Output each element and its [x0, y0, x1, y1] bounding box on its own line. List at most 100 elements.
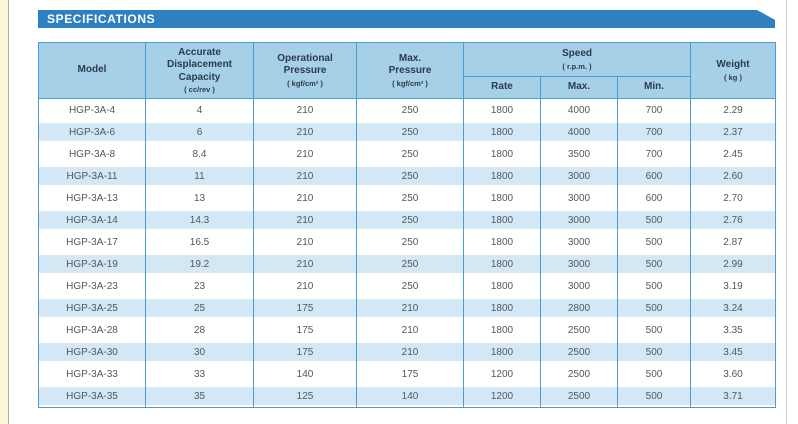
cell-speed-rate: 1800	[463, 165, 541, 187]
cell-capacity: 16.5	[145, 231, 254, 253]
cell-capacity: 30	[145, 341, 254, 363]
cell-max-pressure: 140	[356, 385, 464, 408]
cell-op-pressure: 210	[253, 209, 357, 231]
cell-speed-max: 3000	[540, 275, 618, 297]
cell-speed-min: 600	[617, 187, 691, 209]
cell-max-pressure: 250	[356, 209, 464, 231]
table-row: HGP-3A-4 4 210 250 1800 4000 700 2.29	[38, 98, 776, 121]
cell-speed-max: 3500	[540, 143, 618, 165]
cell-speed-max: 4000	[540, 121, 618, 143]
cell-op-pressure: 210	[253, 231, 357, 253]
cell-max-pressure: 210	[356, 297, 464, 319]
header-max-pressure: Max. Pressure ( kgf/cm² )	[356, 42, 464, 99]
page-edge-strip	[0, 0, 9, 424]
cell-model: HGP-3A-11	[38, 165, 146, 187]
cell-capacity: 25	[145, 297, 254, 319]
header-max-pressure-label: Max. Pressure	[388, 52, 432, 77]
section-title: SPECIFICATIONS	[47, 12, 156, 26]
table-row: HGP-3A-23 23 210 250 1800 3000 500 3.19	[38, 275, 776, 297]
cell-capacity: 4	[145, 98, 254, 121]
table-row: HGP-3A-33 33 140 175 1200 2500 500 3.60	[38, 363, 776, 385]
cell-speed-max: 4000	[540, 98, 618, 121]
header-speed-label: Speed	[561, 48, 592, 60]
cell-weight: 2.70	[690, 187, 776, 209]
cell-max-pressure: 250	[356, 187, 464, 209]
cell-max-pressure: 250	[356, 165, 464, 187]
cell-speed-max: 3000	[540, 187, 618, 209]
cell-speed-max: 3000	[540, 209, 618, 231]
table-row: HGP-3A-19 19.2 210 250 1800 3000 500 2.99	[38, 253, 776, 275]
cell-speed-rate: 1800	[463, 143, 541, 165]
cell-speed-min: 500	[617, 253, 691, 275]
cell-op-pressure: 125	[253, 385, 357, 408]
cell-speed-min: 500	[617, 209, 691, 231]
cell-capacity: 8.4	[145, 143, 254, 165]
cell-speed-min: 500	[617, 297, 691, 319]
table-row: HGP-3A-14 14.3 210 250 1800 3000 500 2.76	[38, 209, 776, 231]
cell-speed-rate: 1200	[463, 385, 541, 408]
cell-weight: 2.45	[690, 143, 776, 165]
header-operational-pressure-label: Operational Pressure	[277, 52, 333, 77]
header-weight-unit: ( kg )	[724, 72, 742, 82]
table-row: HGP-3A-25 25 175 210 1800 2800 500 3.24	[38, 297, 776, 319]
header-model-label: Model	[77, 64, 107, 76]
cell-speed-min: 500	[617, 275, 691, 297]
cell-model: HGP-3A-17	[38, 231, 146, 253]
cell-speed-max: 2500	[540, 363, 618, 385]
cell-speed-max: 2500	[540, 319, 618, 341]
cell-speed-max: 2500	[540, 385, 618, 408]
table-row: HGP-3A-35 35 125 140 1200 2500 500 3.71	[38, 385, 776, 408]
table-row: HGP-3A-30 30 175 210 1800 2500 500 3.45	[38, 341, 776, 363]
cell-capacity: 11	[145, 165, 254, 187]
cell-speed-rate: 1800	[463, 121, 541, 143]
cell-speed-rate: 1800	[463, 253, 541, 275]
cell-speed-rate: 1200	[463, 363, 541, 385]
cell-speed-rate: 1800	[463, 341, 541, 363]
cell-max-pressure: 250	[356, 98, 464, 121]
specifications-table: Model Accurate Displacement Capacity ( c…	[38, 42, 776, 408]
header-speed-max: Max.	[540, 76, 618, 99]
cell-speed-rate: 1800	[463, 98, 541, 121]
cell-model: HGP-3A-8	[38, 143, 146, 165]
cell-weight: 3.71	[690, 385, 776, 408]
cell-weight: 2.60	[690, 165, 776, 187]
header-weight-label: Weight	[716, 59, 750, 71]
header-model: Model	[38, 42, 146, 99]
cell-weight: 3.35	[690, 319, 776, 341]
cell-weight: 2.29	[690, 98, 776, 121]
header-speed-min: Min.	[617, 76, 691, 99]
cell-max-pressure: 250	[356, 143, 464, 165]
cell-speed-min: 500	[617, 231, 691, 253]
cell-capacity: 23	[145, 275, 254, 297]
cell-speed-max: 2500	[540, 341, 618, 363]
cell-op-pressure: 175	[253, 341, 357, 363]
cell-op-pressure: 210	[253, 275, 357, 297]
cell-model: HGP-3A-30	[38, 341, 146, 363]
table-row: HGP-3A-28 28 175 210 1800 2500 500 3.35	[38, 319, 776, 341]
header-max-pressure-unit: ( kgf/cm² )	[392, 78, 428, 88]
header-capacity-label: Accurate Displacement Capacity	[166, 46, 233, 83]
cell-weight: 2.37	[690, 121, 776, 143]
cell-capacity: 35	[145, 385, 254, 408]
cell-capacity: 14.3	[145, 209, 254, 231]
cell-speed-rate: 1800	[463, 231, 541, 253]
cell-speed-rate: 1800	[463, 297, 541, 319]
cell-speed-min: 500	[617, 341, 691, 363]
cell-speed-max: 3000	[540, 165, 618, 187]
cell-weight: 2.87	[690, 231, 776, 253]
cell-speed-rate: 1800	[463, 275, 541, 297]
cell-speed-min: 500	[617, 319, 691, 341]
cell-capacity: 33	[145, 363, 254, 385]
cell-model: HGP-3A-25	[38, 297, 146, 319]
cell-weight: 2.99	[690, 253, 776, 275]
table-row: HGP-3A-6 6 210 250 1800 4000 700 2.37	[38, 121, 776, 143]
cell-capacity: 13	[145, 187, 254, 209]
cell-speed-max: 2800	[540, 297, 618, 319]
cell-op-pressure: 210	[253, 187, 357, 209]
cell-max-pressure: 250	[356, 231, 464, 253]
cell-op-pressure: 210	[253, 98, 357, 121]
cell-model: HGP-3A-13	[38, 187, 146, 209]
cell-model: HGP-3A-35	[38, 385, 146, 408]
cell-speed-min: 500	[617, 363, 691, 385]
cell-model: HGP-3A-33	[38, 363, 146, 385]
